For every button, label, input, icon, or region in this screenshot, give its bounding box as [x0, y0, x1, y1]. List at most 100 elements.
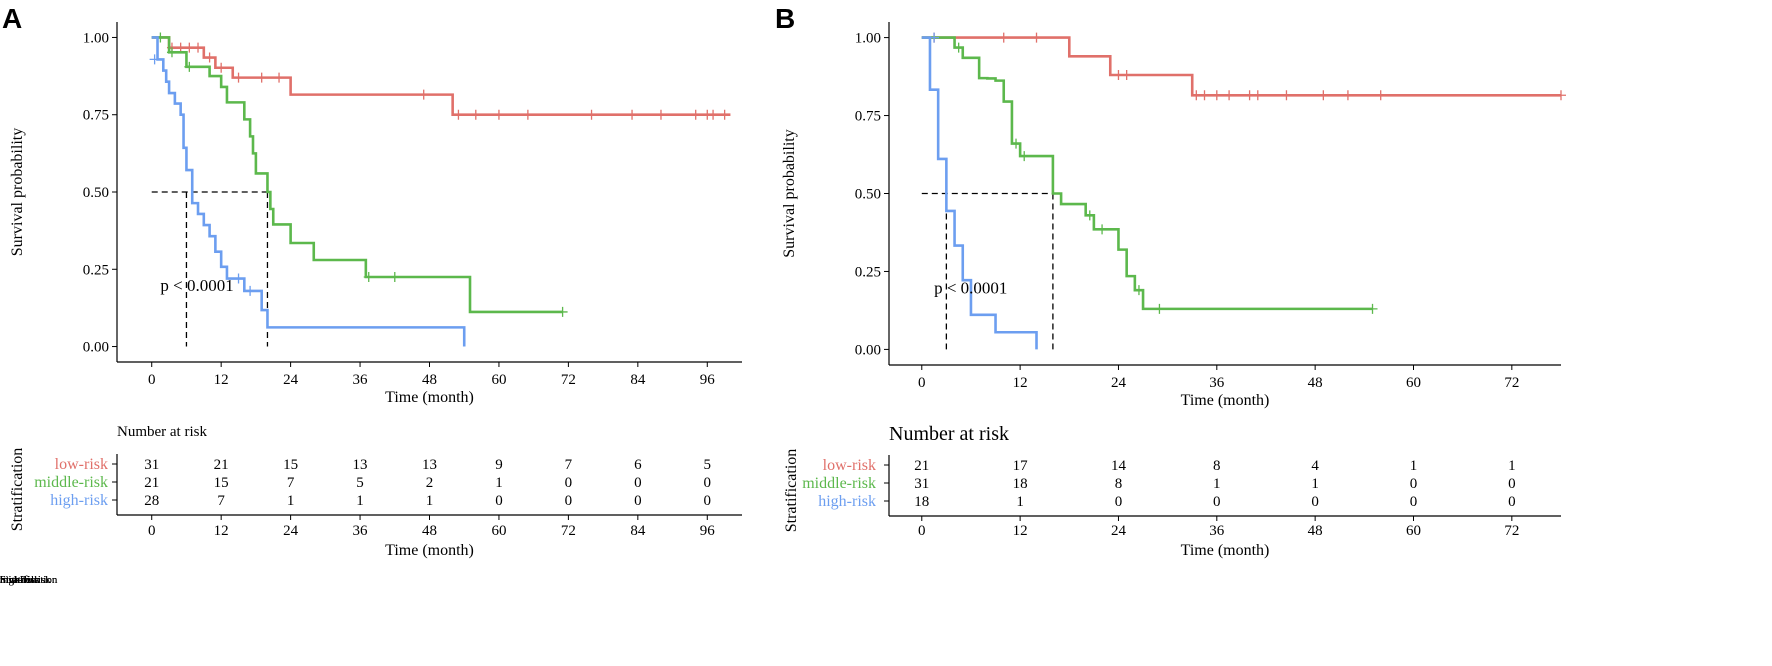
censor-mark-low-risk — [493, 109, 504, 120]
risk-table-x-tick-label: 96 — [700, 523, 716, 539]
censor-mark-high-risk — [233, 273, 244, 284]
censor-mark-low-risk — [1375, 90, 1386, 101]
censor-mark-middle-risk — [389, 272, 400, 282]
censor-mark-low-risk — [453, 109, 464, 120]
censor-mark-low-risk — [655, 109, 666, 120]
risk-table-cell: 5 — [704, 457, 712, 473]
survival-curve-high-risk — [921, 36, 1038, 350]
censor-mark-low-risk — [998, 32, 1009, 43]
y-tick-label: 0.75 — [83, 108, 109, 124]
risk-table-x-tick-label: 36 — [353, 523, 369, 539]
y-tick-label: 0.50 — [855, 187, 881, 203]
censor-mark-high-risk — [149, 54, 160, 65]
risk-table-cell: 1 — [356, 493, 364, 509]
risk-table-cell: 0 — [1410, 494, 1418, 510]
risk-table-row-label-high-risk: high-risk — [50, 492, 108, 509]
censor-mark-low-risk — [216, 62, 227, 73]
y-tick-label: 0.75 — [855, 109, 881, 125]
risk-table-cell: 1 — [287, 493, 295, 509]
censor-mark-low-risk — [1556, 90, 1566, 101]
censor-mark-middle-risk — [166, 47, 177, 58]
risk-table-x-tick-label: 48 — [422, 523, 437, 539]
risk-table-cell: 0 — [704, 493, 712, 509]
risk-table-cell: 7 — [217, 493, 225, 509]
risk-table-row-label-high-risk: high-risk — [818, 493, 876, 510]
risk-table-cell: 21 — [144, 475, 159, 491]
legend-label-high-risk: high-risk — [0, 574, 40, 586]
risk-table-x-tick-label: 24 — [283, 523, 299, 539]
censor-mark-low-risk — [1121, 70, 1132, 81]
x-tick-label: 36 — [1209, 375, 1225, 391]
censor-mark-middle-risk — [1367, 303, 1378, 314]
y-tick-label: 0.25 — [83, 262, 109, 278]
risk-table-cell: 18 — [1013, 476, 1028, 492]
risk-table-cell: 0 — [1508, 494, 1516, 510]
censor-mark-low-risk — [719, 109, 730, 120]
censor-mark-low-risk — [690, 109, 701, 120]
censor-mark-middle-risk — [1097, 224, 1108, 235]
legend-label-middle-risk: middle-risk — [0, 574, 51, 586]
x-tick-label: 48 — [1308, 375, 1323, 391]
survival-curve-low-risk — [921, 36, 1561, 97]
risk-table-x-tick-label: 12 — [214, 523, 229, 539]
risk-table-cell: 5 — [356, 475, 364, 491]
risk-table-cell: 9 — [495, 457, 503, 473]
risk-table-x-tick-label: 84 — [630, 523, 646, 539]
x-tick-label: 84 — [630, 372, 646, 388]
y-tick-label: 1.00 — [83, 30, 109, 46]
risk-table-x-title: Time (month) — [1181, 542, 1270, 559]
risk-table-row-label-middle-risk: middle-risk — [34, 474, 108, 491]
risk-table-cell: 4 — [1311, 458, 1319, 474]
x-tick-label: 36 — [353, 372, 369, 388]
risk-table-cell: 8 — [1115, 476, 1123, 492]
survival-curve-middle-risk — [151, 36, 563, 314]
censor-mark-middle-risk — [1019, 151, 1030, 162]
risk-table-x-title: Time (month) — [385, 542, 474, 559]
censor-mark-low-risk — [233, 72, 244, 83]
risk-table-cell: 0 — [704, 475, 712, 491]
censor-mark-high-risk — [245, 285, 256, 296]
legend: Stratificationlow-riskmiddle-riskhigh-ri… — [0, 574, 58, 586]
risk-table-y-title: Stratification — [9, 448, 26, 532]
x-axis-title: Time (month) — [1181, 392, 1270, 409]
risk-table-cell: 31 — [144, 457, 159, 473]
y-axis-title: Survival probability — [9, 128, 26, 256]
risk-table-x-tick-label: 0 — [148, 523, 156, 539]
censor-mark-low-risk — [1342, 90, 1353, 101]
y-axis-title: Survival probability — [781, 129, 798, 257]
y-tick-label: 0.25 — [855, 264, 881, 280]
risk-table-cell: 0 — [634, 475, 642, 491]
legend-title: Stratification — [0, 574, 58, 586]
y-tick-label: 0.50 — [83, 185, 109, 201]
x-tick-label: 60 — [491, 372, 506, 388]
risk-table-x-tick-label: 72 — [1504, 523, 1519, 539]
x-axis-title: Time (month) — [385, 389, 474, 406]
censor-mark-middle-risk — [184, 61, 195, 72]
panel-label: A — [2, 3, 22, 34]
censor-mark-middle-risk — [557, 306, 568, 317]
risk-table-cell: 17 — [1013, 458, 1029, 474]
censor-mark-middle-risk — [953, 42, 964, 53]
x-tick-label: 72 — [1504, 375, 1519, 391]
panel-a: A0.000.250.500.751.000 12 24 36 48 60 72 84 96Ti… — [0, 3, 742, 586]
censor-mark-low-risk — [1199, 90, 1210, 101]
risk-table-cell: 0 — [565, 475, 573, 491]
y-tick-label: 0.00 — [83, 340, 109, 356]
risk-table-row-label-low-risk: low-risk — [823, 457, 876, 474]
risk-table-cell: 21 — [214, 457, 229, 473]
x-tick-label: 12 — [1013, 375, 1028, 391]
survival-curve-high-risk — [151, 36, 466, 347]
risk-table-cell: 21 — [914, 458, 929, 474]
x-tick-label: 0 — [148, 372, 156, 388]
censor-mark-middle-risk — [1084, 210, 1095, 221]
risk-table-cell: 1 — [1410, 458, 1418, 474]
risk-table-cell: 14 — [1111, 458, 1127, 474]
risk-table-cell: 7 — [287, 475, 295, 491]
censor-mark-high-risk — [929, 32, 940, 43]
risk-table-x-tick-label: 24 — [1111, 523, 1127, 539]
risk-table-cell: 8 — [1213, 458, 1221, 474]
risk-table-row-label-low-risk: low-risk — [55, 456, 108, 473]
risk-table-x-tick-label: 0 — [918, 523, 926, 539]
risk-table-cell: 18 — [914, 494, 929, 510]
